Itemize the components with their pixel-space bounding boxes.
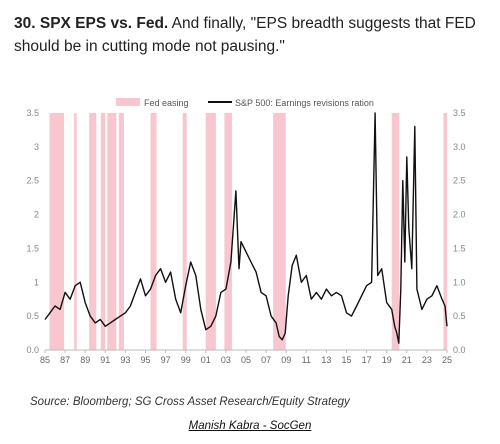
fed-easing-band: [205, 113, 216, 350]
x-tick-label: 21: [402, 355, 412, 365]
y-tick-label-left: 1: [34, 277, 39, 287]
x-tick-label: 85: [40, 355, 50, 365]
y-tick-label-left: 2: [34, 210, 39, 220]
credit-note: Manish Kabra - SocGen: [188, 420, 312, 432]
x-tick-label: 99: [181, 355, 191, 365]
x-tick-label: 93: [120, 355, 130, 365]
y-tick-label-right: 1.0: [453, 277, 466, 287]
fed-easing-band: [100, 113, 106, 350]
fed-easing-band: [89, 113, 97, 350]
y-tick-label-right: 1.5: [453, 243, 466, 253]
legend-label-fed-easing: Fed easing: [144, 98, 189, 108]
y-tick-label-left: 0.5: [26, 311, 39, 321]
fed-easing-band: [74, 113, 77, 350]
x-tick-label: 13: [321, 355, 331, 365]
fed-easing-band: [391, 113, 400, 350]
fed-easing-band: [49, 113, 65, 350]
source-note: Source: Bloomberg; SG Cross Asset Resear…: [30, 396, 350, 408]
y-tick-label-right: 0.0: [453, 345, 466, 355]
x-tick-label: 19: [382, 355, 392, 365]
y-tick-label-right: 0.5: [453, 311, 466, 321]
fed-easing-band: [224, 113, 232, 350]
y-tick-label-left: 3.5: [26, 108, 39, 118]
x-tick-label: 03: [221, 355, 231, 365]
chart-number: 30. SPX EPS vs. Fed.: [14, 15, 169, 32]
chart-heading-text: And finally, "EPS breadth suggests that …: [14, 15, 476, 55]
fed-easing-band: [182, 113, 187, 350]
x-tick-label: 23: [422, 355, 432, 365]
x-tick-label: 91: [100, 355, 110, 365]
legend-swatch-fed-easing: [116, 98, 140, 106]
x-tick-label: 15: [341, 355, 351, 365]
fed-easing-band: [118, 113, 124, 350]
y-tick-label-right: 3.0: [453, 142, 466, 152]
x-tick-label: 07: [261, 355, 271, 365]
x-tick-label: 95: [140, 355, 150, 365]
x-tick-label: 97: [161, 355, 171, 365]
y-tick-label-right: 2.5: [453, 176, 466, 186]
x-tick-label: 25: [442, 355, 452, 365]
x-tick-label: 87: [60, 355, 70, 365]
fed-easing-band: [273, 113, 286, 350]
y-tick-label-left: 1.5: [26, 243, 39, 253]
fed-easing-band: [150, 113, 157, 350]
chart-svg: 0.0 0.0 0.5 0.5 1 1.0 1.5 1.5 2 2.0 2.5 2.5 3 3.0 3.5 3…: [26, 98, 466, 365]
y-tick-label-left: 3: [34, 142, 39, 152]
chart-heading: 30. SPX EPS vs. Fed. And finally, "EPS b…: [14, 12, 484, 58]
legend-label-earnings-line: S&P 500: Earnings revisions ration: [235, 98, 374, 108]
x-tick-label: 89: [80, 355, 90, 365]
x-tick-label: 11: [302, 355, 311, 365]
x-tick-label: 09: [281, 355, 291, 365]
y-tick-label-left: 0.0: [26, 345, 39, 355]
chart-container: 0.0 0.0 0.5 0.5 1 1.0 1.5 1.5 2 2.0 2.5 2.5 3 3.0 3.5 3…: [0, 88, 500, 368]
y-tick-label-right: 2.0: [453, 210, 466, 220]
x-tick-label: 05: [241, 355, 251, 365]
y-tick-label-left: 2.5: [26, 176, 39, 186]
earnings-revisions-line: [44, 112, 448, 344]
fed-easing-band: [107, 113, 117, 350]
x-tick-label: 01: [201, 355, 211, 365]
x-tick-label: 17: [362, 355, 372, 365]
y-tick-label-right: 3.5: [453, 108, 466, 118]
fed-easing-band: [443, 113, 447, 350]
